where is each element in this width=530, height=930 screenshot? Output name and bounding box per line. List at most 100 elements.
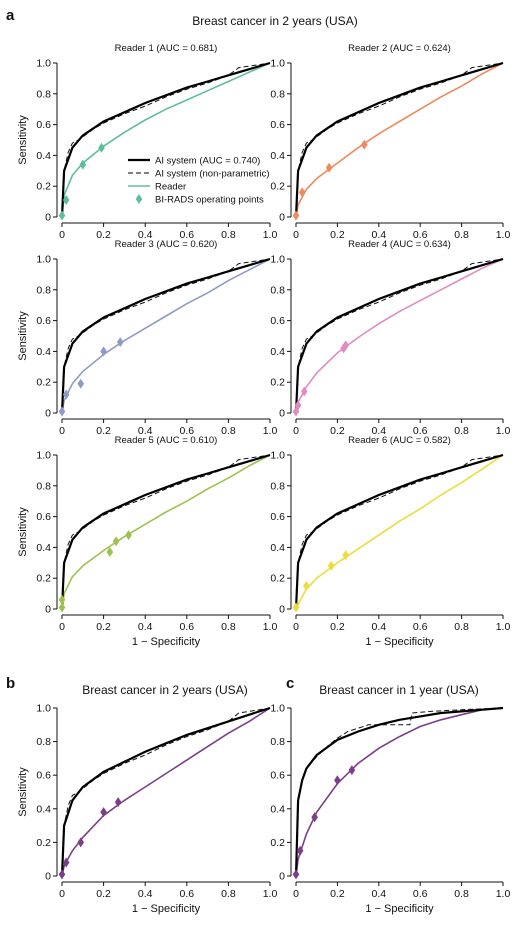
birads-point [327, 560, 335, 571]
y-tick-label: 0 [45, 871, 51, 883]
y-tick-label: 0 [279, 604, 285, 616]
y-tick-label: 1.0 [270, 58, 285, 70]
x-tick-label: 0.2 [330, 621, 345, 633]
reader-title: Reader 5 (AUC = 0.610) [115, 435, 218, 446]
legend-ai-label: AI system (AUC = 0.740) [155, 156, 260, 167]
ai-system-curve [294, 257, 504, 414]
x-tick-label: 0 [59, 425, 65, 437]
y-tick-label: 0 [279, 212, 285, 224]
y-axis-label: Sensitivity [17, 767, 29, 817]
birads-point [294, 400, 302, 411]
reader-curve [61, 62, 271, 218]
y-tick-label: 0.8 [36, 480, 51, 492]
birads-point [62, 195, 70, 206]
x-tick-label: 0 [293, 425, 299, 437]
birads-point [62, 857, 70, 868]
reader-title: Reader 6 (AUC = 0.582) [348, 435, 451, 446]
reader-title: Reader 4 (AUC = 0.634) [348, 239, 451, 250]
ai-system-curve [294, 61, 504, 218]
y-tick-label: 0 [45, 408, 51, 420]
panel-b-label: b [6, 675, 15, 692]
y-tick-label: 0.4 [36, 542, 51, 554]
ai-nonparametric-curve [295, 258, 504, 414]
reader-title: Reader 2 (AUC = 0.624) [348, 43, 451, 54]
y-tick-label: 0.2 [270, 181, 285, 193]
x-tick-label: 0.2 [96, 425, 111, 437]
panel-b-title: Breast cancer in 2 years (USA) [82, 683, 247, 697]
x-tick-label: 0.4 [371, 229, 386, 241]
reader-title: Reader 3 (AUC = 0.620) [115, 239, 218, 250]
ai-system-curve [294, 453, 504, 610]
x-tick-label: 1.0 [263, 888, 278, 900]
reader-curve [295, 454, 504, 610]
y-tick-label: 0.4 [270, 803, 285, 815]
x-tick-label: 0.6 [413, 621, 428, 633]
birads-point [361, 139, 368, 150]
x-tick-label: 0.8 [221, 229, 236, 241]
x-tick-label: 0.4 [138, 888, 153, 900]
x-tick-label: 0.8 [454, 621, 469, 633]
y-tick-label: 0.6 [270, 119, 285, 131]
y-tick-label: 0.8 [36, 736, 51, 748]
ai-nonparametric-curve [295, 707, 504, 877]
ai-system-curve [60, 61, 271, 218]
x-tick-label: 0.6 [413, 229, 428, 241]
reader-curve [295, 258, 504, 414]
y-axis-label: Sensitivity [17, 115, 29, 165]
y-tick-label: 1.0 [36, 58, 51, 70]
reader-curve [61, 707, 271, 877]
birads-point [112, 536, 120, 547]
birads-point [296, 845, 304, 856]
y-tick-label: 0 [45, 604, 51, 616]
birads-point [100, 807, 107, 818]
legend-reader-label: Reader [155, 182, 186, 193]
ai-nonparametric-curve [61, 454, 271, 610]
x-tick-label: 0.6 [413, 888, 428, 900]
x-tick-label: 0.4 [138, 425, 153, 437]
birads-point [62, 389, 70, 400]
y-tick-label: 1.0 [270, 254, 285, 266]
panel-c-title: Breast cancer in 1 year (USA) [319, 683, 478, 697]
reader-curve [61, 454, 271, 610]
y-tick-label: 0.6 [36, 511, 51, 523]
ai-nonparametric-curve [61, 258, 271, 414]
y-tick-label: 0.4 [36, 803, 51, 815]
y-tick-label: 0.6 [36, 770, 51, 782]
x-tick-label: 0 [293, 229, 299, 241]
x-axis-label: 1 − Specificity [132, 636, 201, 648]
y-tick-label: 0.2 [36, 181, 51, 193]
y-tick-label: 0.6 [270, 511, 285, 523]
y-tick-label: 0.8 [270, 480, 285, 492]
birads-point [325, 162, 333, 173]
x-tick-label: 1.0 [496, 425, 511, 437]
x-tick-label: 1.0 [263, 621, 278, 633]
ai-system-curve [294, 706, 504, 877]
legend-birads-label: BI-RADS operating points [155, 195, 264, 206]
ai-nonparametric-curve [61, 62, 271, 218]
x-tick-label: 1.0 [263, 425, 278, 437]
ai-nonparametric-curve [61, 707, 271, 877]
roc-chart-3: 0 0.2 0.4 0.6 0.8 1.0 0 0.2 0.4 0.6 0.8 1.0 Sensitiv… [17, 239, 277, 437]
y-tick-label: 0.4 [270, 346, 285, 358]
birads-point [292, 210, 300, 221]
legend-ai-np-label: AI system (non-parametric) [155, 169, 270, 180]
y-tick-label: 0.6 [270, 315, 285, 327]
x-tick-label: 0.4 [371, 425, 386, 437]
x-tick-label: 0.2 [96, 229, 111, 241]
birads-point [311, 812, 318, 823]
y-tick-label: 0.2 [270, 377, 285, 389]
y-tick-label: 0 [45, 212, 51, 224]
birads-point [116, 337, 124, 348]
roc-chart-6: 0 0.2 0.4 0.6 0.8 1.0 0 0.2 0.4 0.6 0.8 1.0 1 − Spec… [270, 435, 510, 648]
y-tick-label: 1.0 [36, 703, 51, 715]
birads-point [334, 775, 341, 786]
y-axis-label: Sensitivity [17, 507, 29, 557]
x-tick-label: 0.6 [179, 621, 194, 633]
birads-point [58, 406, 66, 417]
x-tick-label: 1.0 [496, 621, 511, 633]
x-tick-label: 0.2 [96, 888, 111, 900]
legend: AI system (AUC = 0.740) AI system (non-pa… [128, 156, 270, 206]
y-tick-label: 0.6 [270, 770, 285, 782]
panel-c-label: c [286, 675, 294, 692]
birads-point [300, 386, 308, 397]
